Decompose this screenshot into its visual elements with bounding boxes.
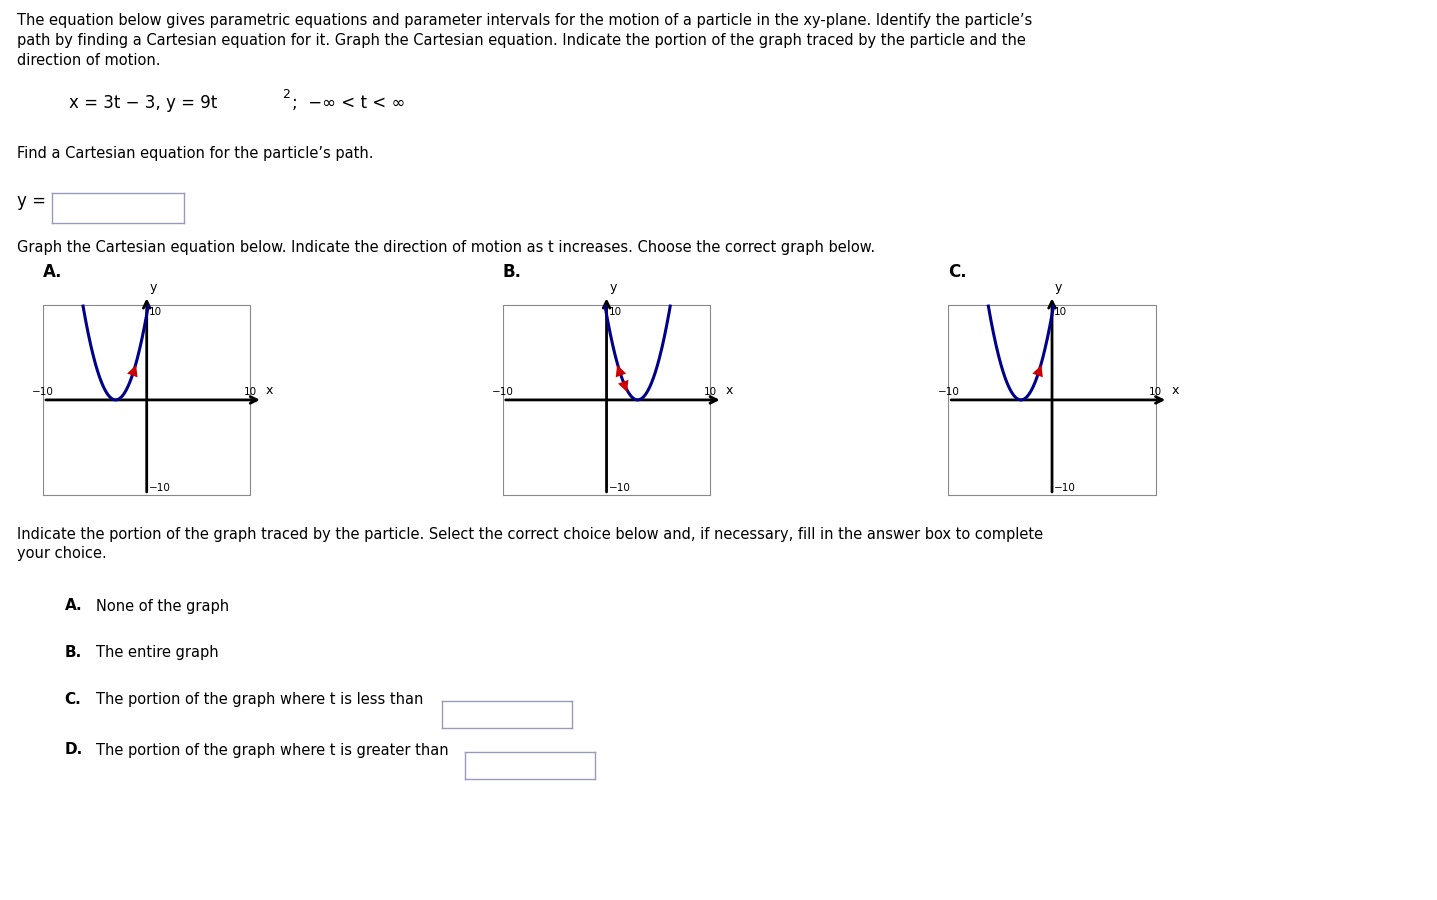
Text: −10: −10 — [1055, 483, 1076, 493]
Text: −10: −10 — [491, 387, 514, 397]
Text: 10: 10 — [244, 387, 257, 397]
Text: Indicate the portion of the graph traced by the particle. Select the correct cho: Indicate the portion of the graph traced… — [17, 526, 1043, 562]
Text: y: y — [609, 281, 616, 293]
Text: The equation below gives parametric equations and parameter intervals for the mo: The equation below gives parametric equa… — [17, 14, 1033, 68]
Text: The portion of the graph where t is greater than: The portion of the graph where t is grea… — [96, 742, 448, 758]
Text: y =: y = — [17, 192, 46, 210]
Text: 10: 10 — [1150, 387, 1163, 397]
Text: y: y — [1055, 281, 1062, 293]
Text: −10: −10 — [937, 387, 960, 397]
Text: x: x — [1171, 384, 1178, 397]
Text: B.: B. — [65, 645, 82, 661]
Text: The entire graph: The entire graph — [96, 645, 218, 661]
Text: C.: C. — [65, 692, 82, 707]
Text: Graph the Cartesian equation below. Indicate the direction of motion as t increa: Graph the Cartesian equation below. Indi… — [17, 240, 875, 256]
Text: The portion of the graph where t is less than: The portion of the graph where t is less… — [96, 692, 424, 707]
Text: C.: C. — [948, 263, 967, 281]
Text: −10: −10 — [609, 483, 631, 493]
Text: ;  −∞ < t < ∞: ; −∞ < t < ∞ — [292, 94, 405, 112]
Text: A.: A. — [65, 598, 82, 614]
Text: −10: −10 — [149, 483, 171, 493]
Text: 10: 10 — [704, 387, 717, 397]
Text: A.: A. — [43, 263, 63, 281]
Text: 10: 10 — [149, 307, 162, 317]
Text: x = 3t − 3, y = 9t: x = 3t − 3, y = 9t — [69, 94, 217, 112]
Text: 10: 10 — [609, 307, 622, 317]
Text: x: x — [726, 384, 733, 397]
Text: B.: B. — [503, 263, 522, 281]
Text: y: y — [149, 281, 157, 293]
Text: −10: −10 — [32, 387, 55, 397]
Text: D.: D. — [65, 742, 83, 758]
Text: Find a Cartesian equation for the particle’s path.: Find a Cartesian equation for the partic… — [17, 146, 374, 161]
Text: 10: 10 — [1055, 307, 1068, 317]
Text: x: x — [266, 384, 273, 397]
Text: 2: 2 — [282, 88, 289, 101]
Text: None of the graph: None of the graph — [96, 598, 230, 614]
